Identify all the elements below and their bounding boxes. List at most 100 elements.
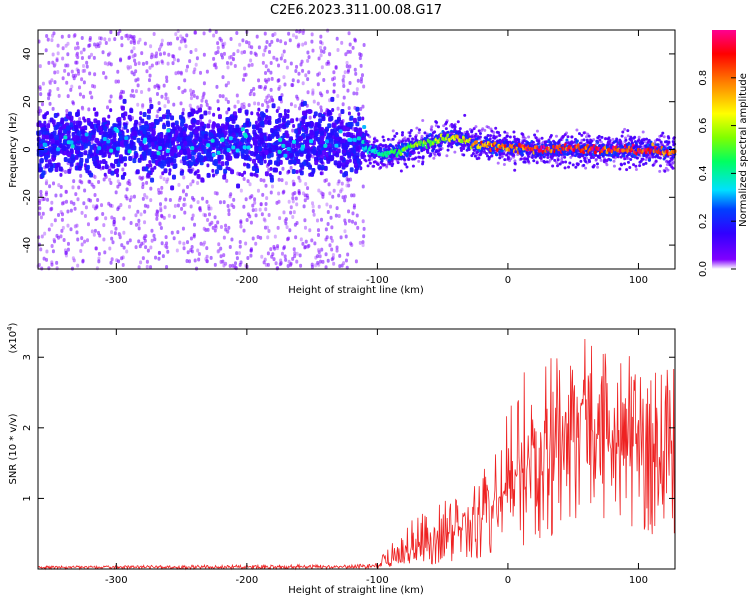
spectrogram-cell <box>239 260 243 265</box>
spectrogram-cell <box>415 126 419 130</box>
spectrogram-cell <box>316 101 320 106</box>
spectrogram-cell <box>217 160 221 165</box>
spectrogram-cell <box>120 43 124 48</box>
spectrogram-cell <box>114 190 118 195</box>
spectrogram-cell <box>196 181 200 186</box>
spectrogram-cell <box>478 137 482 141</box>
spectrogram-cell <box>189 88 193 93</box>
spectrogram-cell <box>580 133 584 137</box>
spectrogram-cell <box>164 235 168 240</box>
spectrogram-cell <box>350 193 354 198</box>
spectrogram-cell <box>217 128 222 134</box>
spectrogram-cell <box>208 132 213 138</box>
spectrogram-cell <box>220 132 225 138</box>
spectrogram-cell <box>327 123 332 129</box>
spectrogram-cell <box>189 236 193 241</box>
spectrogram-cell <box>533 135 537 139</box>
spectrogram-cell <box>179 141 184 147</box>
spectrogram-cell <box>311 48 315 53</box>
spectrogram-cell <box>112 137 117 143</box>
spectrogram-cell <box>193 222 197 227</box>
spectrogram-cell <box>190 245 194 250</box>
spectrogram-cell <box>187 111 192 117</box>
spectrogram-cell <box>142 155 147 161</box>
spectrogram-cell <box>306 50 310 55</box>
spectrogram-cell <box>269 95 273 100</box>
spectrogram-cell <box>235 127 240 133</box>
spectrogram-cell <box>333 160 338 166</box>
spectrogram-cell <box>225 142 230 148</box>
spectrogram-cell <box>188 103 192 108</box>
spectrogram-cell <box>232 197 236 202</box>
spectrogram-cell <box>132 38 136 43</box>
spectrogram-cell <box>69 227 73 232</box>
spectrogram-cell <box>332 89 336 94</box>
spectrogram-cell <box>269 247 273 252</box>
spectrogram-cell <box>104 174 108 179</box>
spectrogram-cell <box>88 90 92 95</box>
spectrogram-cell <box>90 140 94 145</box>
spectrogram-cell <box>139 212 143 217</box>
spectrogram-cell <box>293 251 297 256</box>
spectrogram-cell <box>420 134 424 138</box>
spectrogram-cell <box>146 204 150 209</box>
spectrogram-cell <box>193 171 197 176</box>
spectrogram-cell <box>119 140 124 146</box>
spectrogram-cell <box>166 99 170 104</box>
spectrogram-cell <box>63 68 67 73</box>
spectrogram-cell <box>277 117 282 123</box>
spectrogram-cell <box>358 131 363 137</box>
spectrogram-cell <box>141 61 145 66</box>
spectrogram-cell <box>57 213 61 218</box>
spectrogram-cell <box>340 181 344 186</box>
spectrogram-cell <box>386 137 390 141</box>
spectrogram-cell <box>49 134 54 140</box>
spectrogram-cell <box>355 213 359 218</box>
spectrogram-cell <box>102 177 106 182</box>
spectrogram-cell <box>122 245 126 250</box>
spectrogram-cell <box>214 138 219 144</box>
spectrogram-cell <box>149 265 153 270</box>
spectrogram-cell <box>227 166 231 171</box>
spectrogram-cell <box>324 265 328 270</box>
spectrogram-cell <box>128 156 133 162</box>
spectrogram-cell <box>348 42 352 47</box>
spectrogram-cell <box>96 120 101 126</box>
spectrogram-cell <box>242 228 246 233</box>
spectrogram-cell <box>77 71 81 76</box>
spectrogram-cell <box>132 94 136 99</box>
spectrogram-cell <box>233 153 238 159</box>
spectrogram-cell <box>347 31 351 36</box>
spectrogram-cell <box>238 42 242 47</box>
spectrogram-cell <box>195 95 199 100</box>
spectrogram-cell <box>66 63 70 68</box>
spectrogram-cell <box>330 257 334 262</box>
spectrogram-cell <box>86 118 91 124</box>
spectrogram-cell <box>203 133 208 139</box>
spectrogram-cell <box>62 123 67 129</box>
spectrogram-cell <box>162 215 166 220</box>
spectrogram-cell <box>182 246 186 251</box>
spectrogram-cell <box>200 144 205 150</box>
spectrogram-cell <box>308 228 312 233</box>
spectrogram-cell <box>339 155 344 161</box>
spectrogram-cell <box>306 77 310 82</box>
spectrogram-cell <box>156 151 161 156</box>
spectrogram-cell <box>299 263 303 268</box>
spectrogram-cell <box>435 121 439 125</box>
spectrogram-cell <box>318 112 323 118</box>
spectrogram-cell <box>246 145 251 150</box>
spectrogram-cell <box>323 178 327 183</box>
spectrogram-cell <box>64 199 68 204</box>
spectrogram-cell <box>330 247 334 252</box>
spectrogram-cell <box>179 132 184 138</box>
spectrogram-cell <box>462 147 466 151</box>
spectrogram-cell <box>267 147 272 153</box>
spectrogram-cell <box>298 106 302 111</box>
spectrogram-cell <box>286 146 291 151</box>
spectrogram-cell <box>165 264 169 269</box>
spectrogram-cell <box>80 236 84 241</box>
spectrogram-cell <box>294 235 298 240</box>
spectrogram-cell <box>326 209 330 214</box>
spectrogram-cell <box>355 106 360 112</box>
